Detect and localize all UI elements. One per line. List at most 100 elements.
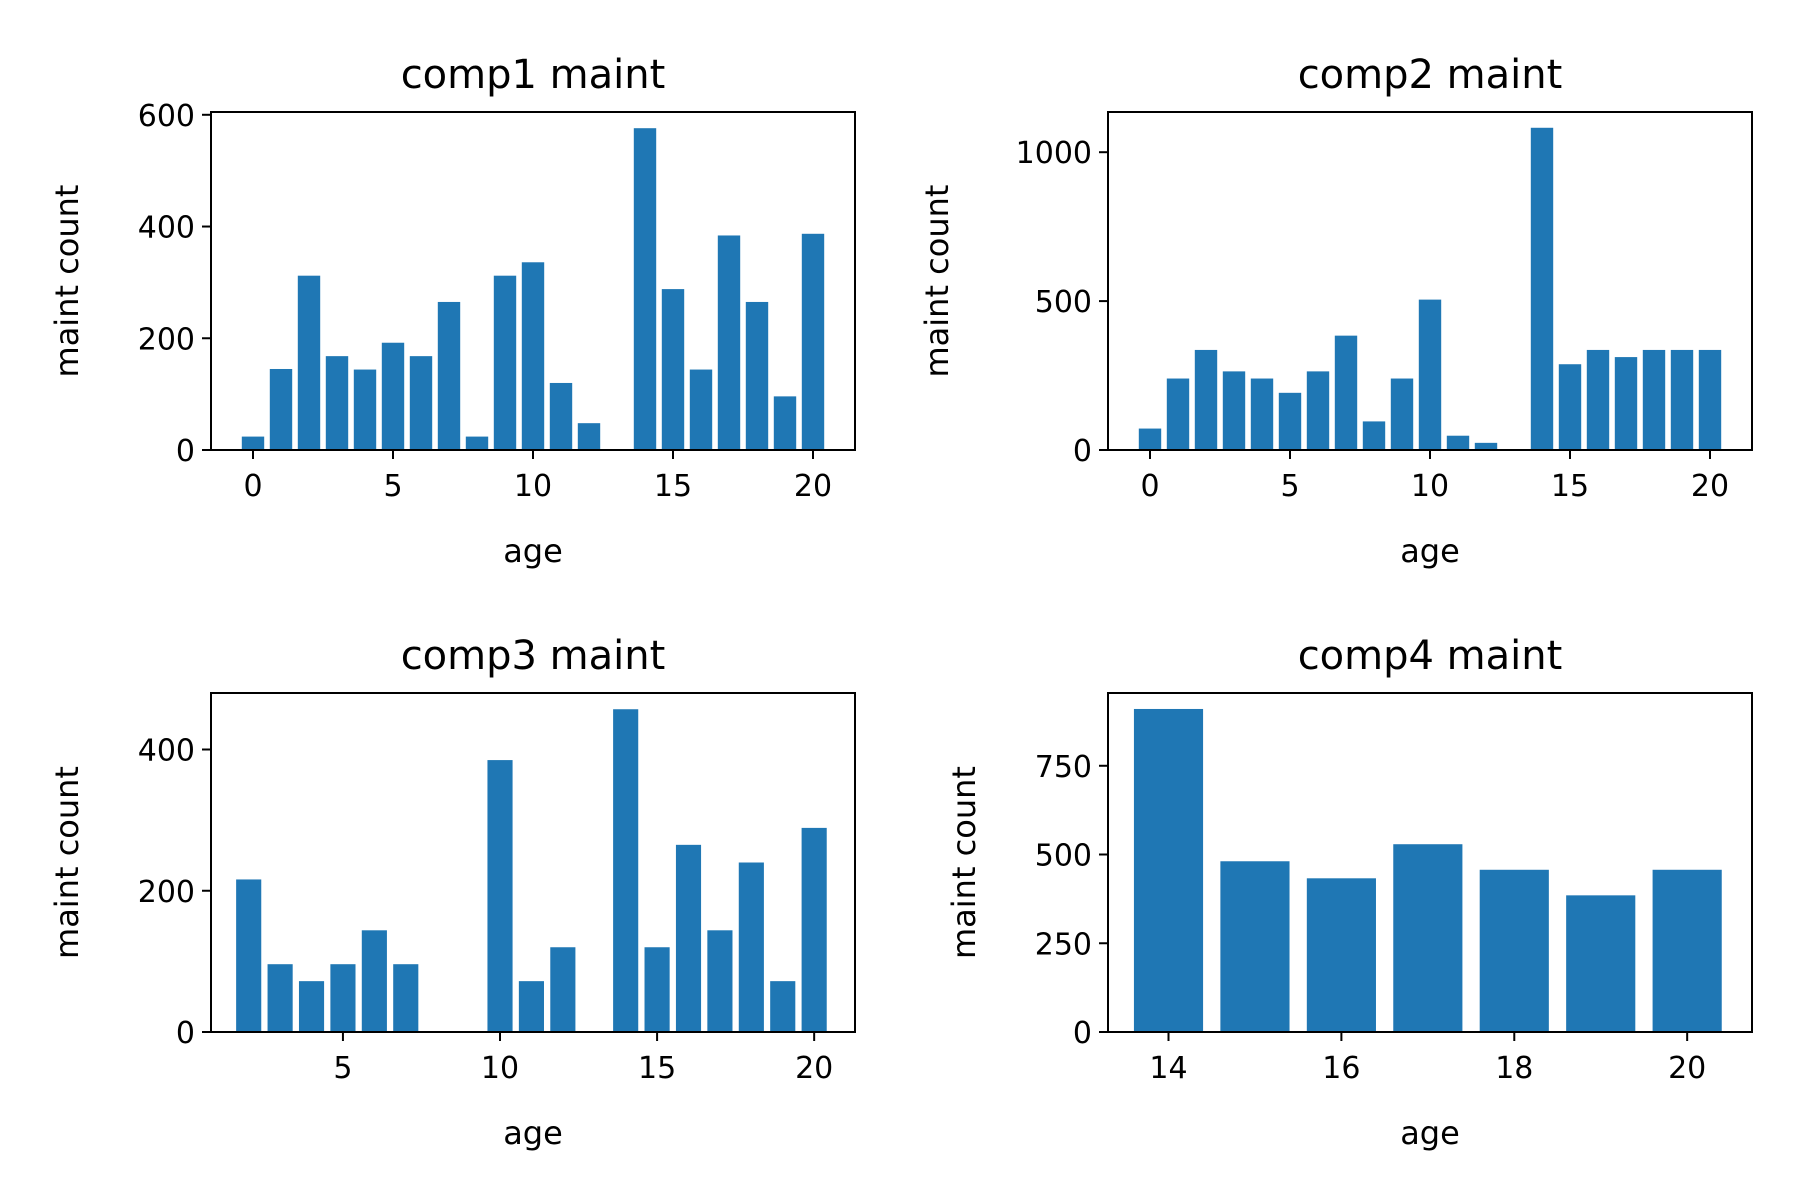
bar xyxy=(1530,127,1554,450)
bar xyxy=(1614,357,1638,450)
y-tick-label: 500 xyxy=(1035,285,1092,320)
bar xyxy=(1393,844,1463,1032)
x-tick-label: 20 xyxy=(1691,469,1729,504)
bar xyxy=(521,262,545,450)
bar xyxy=(1278,392,1302,450)
x-tick-label: 20 xyxy=(795,1051,833,1086)
bar xyxy=(381,342,405,450)
y-axis-label: maint count xyxy=(48,185,86,378)
x-tick-label: 5 xyxy=(333,1051,352,1086)
bar xyxy=(1166,378,1190,450)
bar xyxy=(1586,349,1610,450)
bar xyxy=(745,301,769,450)
x-tick-label: 0 xyxy=(1140,469,1159,504)
y-axis-label: maint count xyxy=(918,185,956,378)
chart-title: comp3 maint xyxy=(401,633,666,679)
bar xyxy=(661,289,685,450)
bar xyxy=(801,233,825,450)
y-axis-label: maint count xyxy=(945,766,983,959)
bar xyxy=(1362,421,1386,450)
x-axis-label: age xyxy=(1400,1114,1460,1152)
bar xyxy=(409,356,433,450)
x-axis-label: age xyxy=(503,532,563,570)
bar xyxy=(1220,861,1290,1032)
bar xyxy=(1138,428,1162,450)
bar xyxy=(330,964,356,1032)
x-tick-label: 15 xyxy=(1551,469,1589,504)
bar xyxy=(325,356,349,450)
x-axis-label: age xyxy=(503,1114,563,1152)
bar xyxy=(1566,895,1636,1032)
bar xyxy=(437,301,461,450)
chart-title: comp4 maint xyxy=(1298,633,1563,679)
bar xyxy=(1306,371,1330,450)
bar xyxy=(465,436,489,450)
bar xyxy=(675,844,702,1032)
bar xyxy=(1194,349,1218,450)
bar xyxy=(717,235,741,450)
bar xyxy=(236,879,262,1032)
bar xyxy=(1642,349,1666,450)
axes-frame xyxy=(1107,692,1753,1033)
bar xyxy=(633,128,657,450)
bar xyxy=(770,981,796,1032)
y-tick-label: 750 xyxy=(1035,750,1092,785)
bar xyxy=(1133,708,1204,1032)
x-tick-label: 10 xyxy=(1411,469,1449,504)
y-tick-label: 250 xyxy=(1035,927,1092,962)
bar xyxy=(549,382,573,450)
bar xyxy=(269,368,293,450)
x-tick-label: 18 xyxy=(1495,1051,1533,1086)
x-tick-label: 5 xyxy=(383,469,402,504)
bar xyxy=(644,947,670,1032)
bar xyxy=(707,930,733,1032)
bar xyxy=(487,760,513,1032)
bar xyxy=(613,709,639,1032)
y-tick-label: 200 xyxy=(138,875,195,910)
bar xyxy=(361,930,387,1032)
bar xyxy=(1390,378,1414,450)
bar xyxy=(1446,435,1470,450)
x-tick-label: 20 xyxy=(1668,1051,1706,1086)
x-axis-label: age xyxy=(1400,532,1460,570)
y-tick-label: 0 xyxy=(1073,1016,1092,1051)
axes-frame xyxy=(210,692,856,1033)
y-tick-label: 0 xyxy=(1073,434,1092,469)
comp4-chart: 14 16 18 20 0 250 500 750 comp4 maint age maint co… xyxy=(945,633,1753,1152)
bar xyxy=(1474,442,1498,450)
bar xyxy=(518,981,544,1032)
x-tick-label: 10 xyxy=(481,1051,519,1086)
y-tick-label: 0 xyxy=(176,434,195,469)
y-tick-label: 500 xyxy=(1035,839,1092,874)
chart-title: comp2 maint xyxy=(1298,52,1563,98)
x-tick-label: 0 xyxy=(243,469,262,504)
bar xyxy=(393,964,419,1032)
bar xyxy=(241,436,265,450)
bar xyxy=(353,369,377,450)
y-tick-label: 400 xyxy=(138,211,195,246)
bar xyxy=(298,981,325,1032)
bar xyxy=(297,275,321,450)
x-tick-label: 15 xyxy=(638,1051,676,1086)
y-tick-label: 600 xyxy=(138,99,195,134)
y-tick-label: 0 xyxy=(176,1016,195,1051)
bar xyxy=(1306,878,1376,1032)
bar xyxy=(801,827,827,1032)
x-tick-label: 16 xyxy=(1322,1051,1360,1086)
bar xyxy=(1698,349,1722,450)
y-tick-label: 200 xyxy=(138,322,195,357)
bar xyxy=(1418,299,1442,450)
bar xyxy=(738,862,764,1032)
bar xyxy=(1479,869,1549,1032)
chart-title: comp1 maint xyxy=(401,52,666,98)
bar xyxy=(1558,364,1582,450)
bar xyxy=(550,947,576,1032)
bar xyxy=(689,369,713,450)
bar xyxy=(493,275,517,450)
x-tick-label: 15 xyxy=(654,469,692,504)
bar xyxy=(1670,349,1694,450)
y-axis-label: maint count xyxy=(48,766,86,959)
